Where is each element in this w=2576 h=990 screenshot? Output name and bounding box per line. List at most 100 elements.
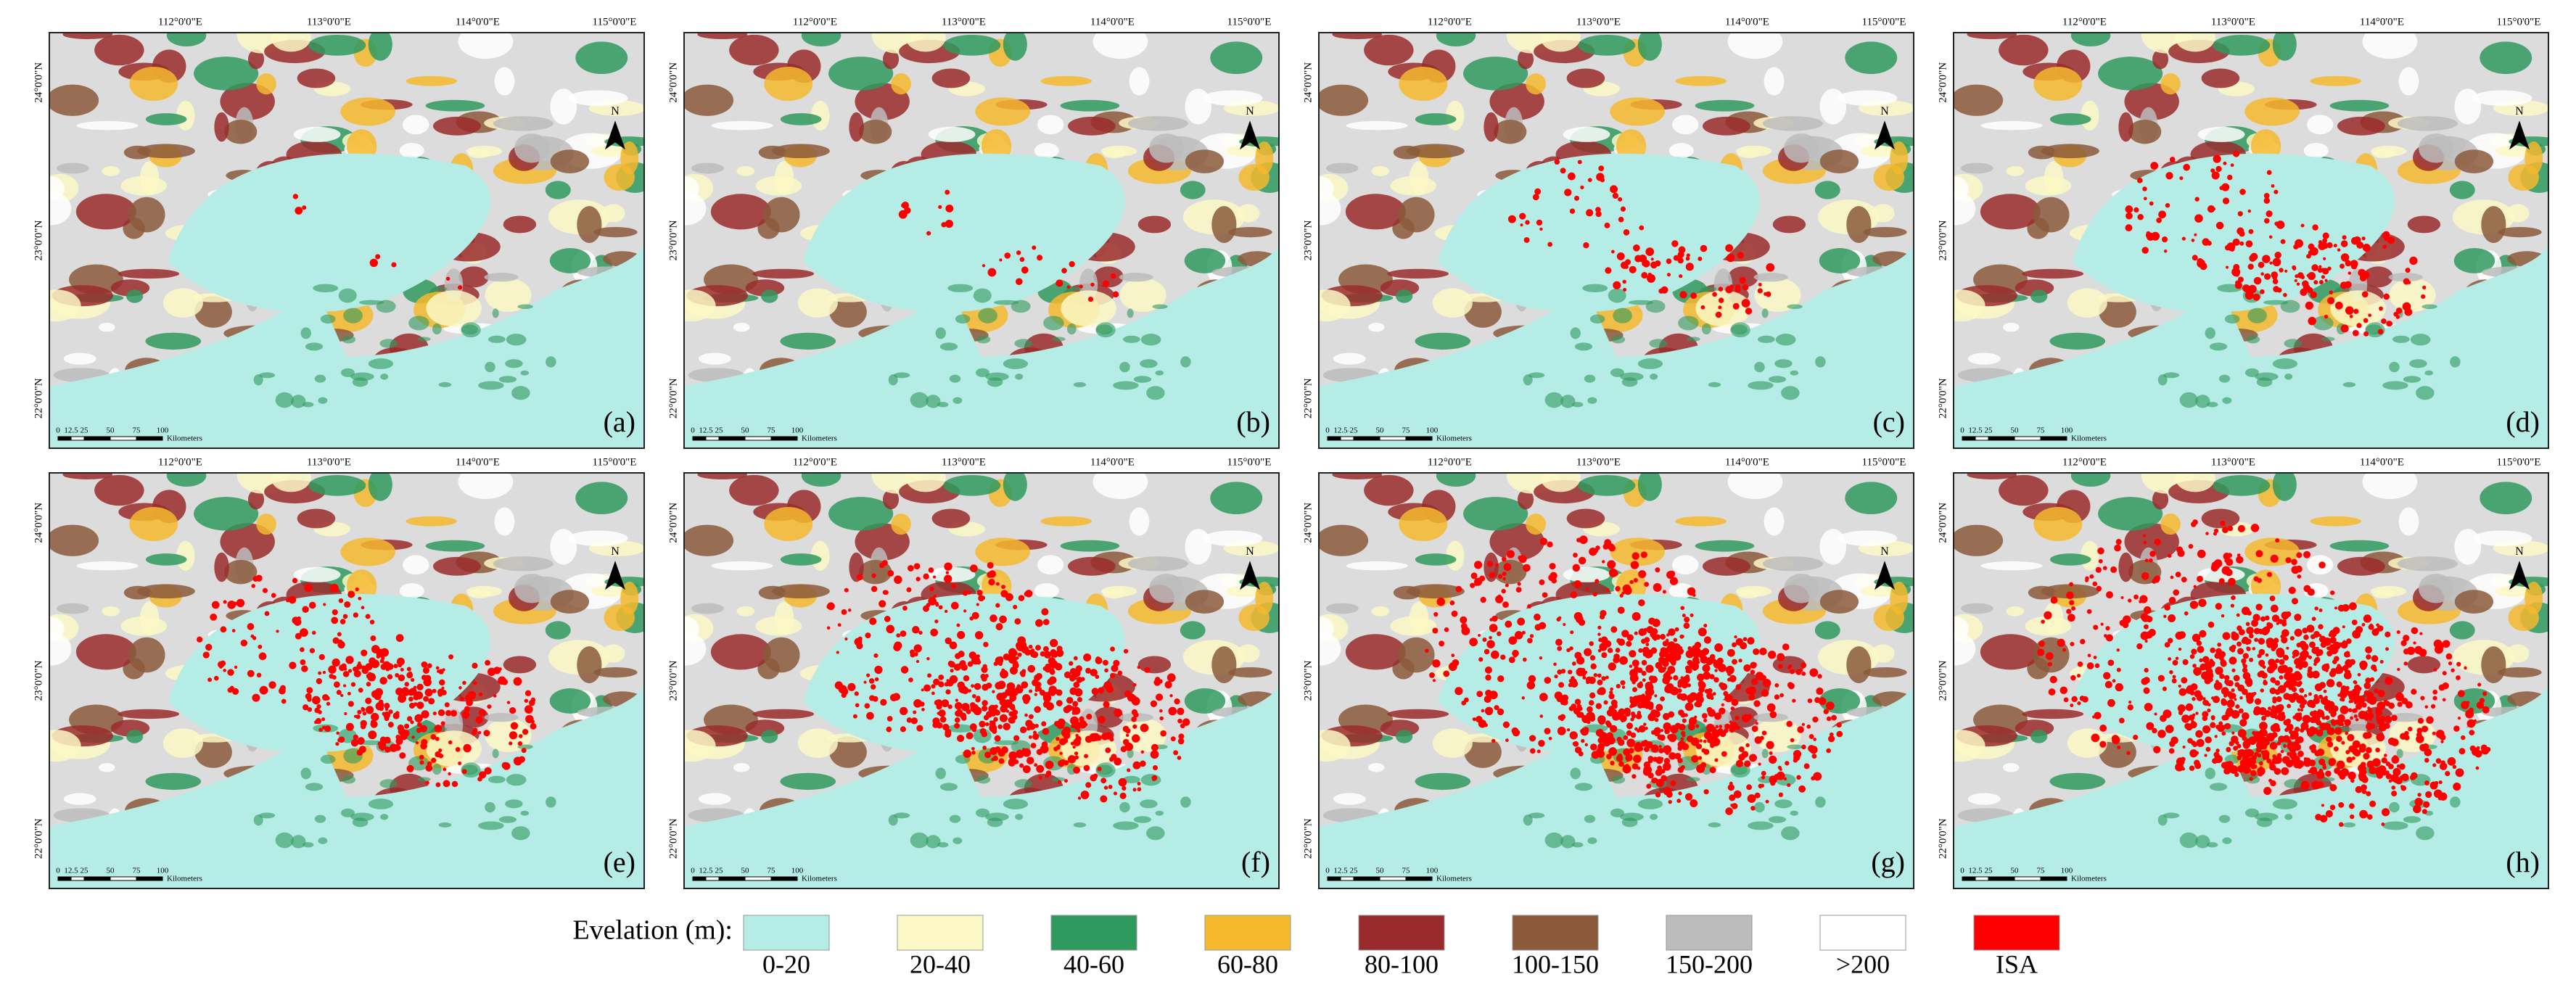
isa-patch bbox=[1036, 764, 1045, 773]
terrain-patch bbox=[2049, 553, 2091, 566]
scale-label: 12.5 bbox=[1333, 867, 1348, 875]
isa-patch bbox=[1666, 571, 1674, 579]
isa-patch bbox=[2482, 691, 2487, 696]
isa-patch bbox=[2177, 549, 2185, 557]
isa-patch bbox=[2360, 695, 2365, 700]
coastal-patch bbox=[926, 835, 941, 849]
isa-patch bbox=[2242, 754, 2250, 762]
isa-patch bbox=[258, 644, 263, 649]
isa-patch bbox=[1497, 675, 1505, 682]
latitude-label: 22°0'0"N bbox=[667, 818, 679, 859]
isa-patch bbox=[360, 719, 367, 727]
terrain-patch bbox=[1960, 162, 1993, 174]
isa-patch bbox=[1508, 636, 1518, 645]
isa-patch bbox=[1077, 697, 1082, 703]
isa-patch bbox=[2269, 595, 2276, 601]
isa-patch bbox=[2215, 221, 2224, 230]
isa-patch bbox=[1812, 716, 1819, 723]
isa-patch bbox=[362, 711, 367, 716]
isa-patch bbox=[1542, 592, 1548, 598]
isa-patch bbox=[422, 667, 430, 674]
isa-patch bbox=[2125, 205, 2133, 213]
isa-patch bbox=[1698, 756, 1703, 760]
terrain-patch bbox=[575, 41, 628, 75]
isa-patch bbox=[1609, 690, 1613, 695]
isa-patch bbox=[466, 698, 473, 706]
isa-patch bbox=[366, 673, 371, 679]
isa-patch bbox=[1098, 687, 1105, 694]
isa-patch bbox=[2280, 664, 2289, 673]
longitude-label: 112°0'0"E bbox=[793, 456, 837, 468]
isa-patch bbox=[2303, 694, 2308, 698]
terrain-patch bbox=[1210, 482, 1263, 515]
isa-patch bbox=[1658, 745, 1662, 748]
coastal-patch bbox=[910, 832, 929, 849]
isa-patch bbox=[1069, 668, 1077, 675]
isa-patch bbox=[1086, 713, 1092, 720]
terrain-patch bbox=[2508, 604, 2540, 632]
isa-patch bbox=[2313, 697, 2320, 705]
isa-patch bbox=[1755, 722, 1758, 725]
isa-patch bbox=[2413, 804, 2421, 814]
isa-patch bbox=[2225, 265, 2229, 269]
isa-patch bbox=[328, 665, 337, 674]
coastal-patch bbox=[2205, 327, 2215, 339]
terrain-patch bbox=[1980, 194, 2041, 230]
terrain-patch bbox=[2022, 268, 2084, 279]
isa-patch bbox=[1731, 698, 1739, 706]
coastal-patch bbox=[949, 814, 961, 823]
isa-patch bbox=[1018, 595, 1025, 601]
isa-patch bbox=[2259, 722, 2268, 730]
isa-patch bbox=[2141, 614, 2149, 622]
isa-patch bbox=[1544, 727, 1551, 735]
isa-patch bbox=[2263, 192, 2270, 199]
terrain-patch bbox=[691, 603, 724, 614]
longitude-label: 115°0'0"E bbox=[1862, 16, 1906, 28]
isa-patch bbox=[2347, 771, 2356, 780]
isa-patch bbox=[928, 597, 937, 606]
isa-patch bbox=[938, 605, 943, 610]
isa-patch bbox=[1000, 590, 1008, 598]
isa-patch bbox=[2333, 746, 2339, 752]
isa-patch bbox=[1063, 671, 1071, 679]
isa-patch bbox=[935, 699, 943, 706]
isa-patch bbox=[2403, 635, 2410, 642]
isa-patch bbox=[1787, 682, 1793, 688]
isa-patch bbox=[1604, 539, 1612, 547]
isa-patch bbox=[2215, 603, 2223, 610]
isa-patch bbox=[1478, 634, 1481, 638]
isa-patch bbox=[2368, 313, 2372, 318]
isa-patch bbox=[1777, 765, 1782, 770]
isa-patch bbox=[2137, 213, 2144, 220]
isa-patch bbox=[2263, 680, 2268, 685]
isa-patch bbox=[358, 746, 366, 754]
isa-patch bbox=[2266, 622, 2271, 627]
terrain-patch bbox=[928, 126, 976, 142]
isa-patch bbox=[2457, 717, 2461, 720]
isa-patch bbox=[2165, 202, 2170, 208]
isa-patch bbox=[2308, 666, 2313, 671]
terrain-patch bbox=[1060, 99, 1120, 112]
isa-patch bbox=[1598, 165, 1605, 172]
isa-patch bbox=[379, 659, 384, 664]
isa-patch bbox=[318, 653, 325, 661]
isa-patch bbox=[2294, 279, 2297, 283]
isa-patch bbox=[1666, 258, 1672, 264]
terrain-patch bbox=[684, 632, 707, 666]
isa-patch bbox=[1085, 782, 1092, 788]
isa-patch bbox=[2334, 727, 2342, 735]
isa-patch bbox=[2158, 210, 2167, 219]
isa-patch bbox=[1597, 688, 1604, 696]
isa-patch bbox=[1604, 222, 1610, 228]
isa-patch bbox=[1669, 577, 1679, 585]
isa-patch bbox=[1673, 638, 1678, 643]
terrain-patch bbox=[426, 290, 482, 327]
terrain-patch bbox=[1333, 793, 1366, 805]
isa-patch bbox=[1623, 735, 1629, 741]
isa-patch bbox=[910, 652, 915, 658]
isa-patch bbox=[2288, 586, 2296, 595]
terrain-patch bbox=[2272, 473, 2297, 501]
terrain-patch bbox=[494, 67, 515, 96]
coastal-patch bbox=[1119, 361, 1130, 373]
